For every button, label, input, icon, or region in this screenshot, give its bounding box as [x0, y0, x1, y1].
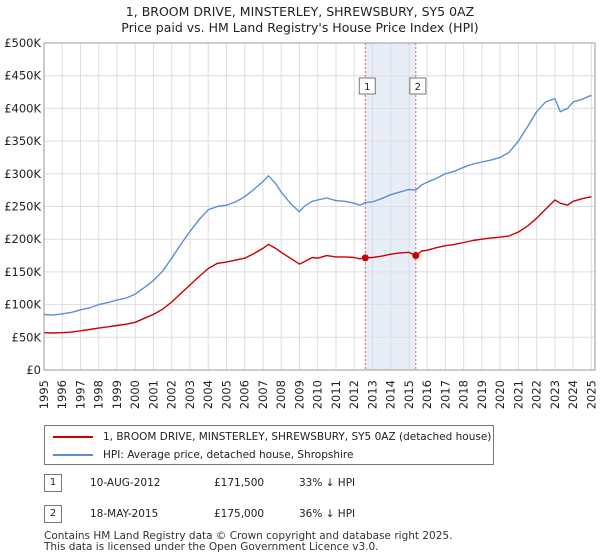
sale-hpi-delta: 33% ↓ HPI — [299, 477, 356, 489]
x-tick-label: 2025 — [584, 380, 598, 409]
x-tick-label: 2012 — [347, 380, 361, 409]
sale-badge — [409, 77, 427, 95]
x-tick-label: 2011 — [329, 380, 343, 409]
y-tick-label: £250K — [4, 200, 41, 214]
x-tick-label: 2005 — [219, 380, 233, 409]
x-tick-label: 2009 — [292, 380, 306, 409]
x-tick-label: 2024 — [566, 380, 580, 409]
x-tick-label: 2014 — [384, 380, 398, 409]
x-tick-label: 1997 — [73, 380, 87, 409]
x-tick-label: 2018 — [457, 380, 471, 409]
y-tick-label: £350K — [4, 134, 41, 148]
x-tick-label: 2001 — [146, 380, 160, 409]
y-tick-label: £0 — [26, 363, 41, 377]
x-tick-label: 2023 — [548, 380, 562, 409]
sale-date: 18-MAY-2015 — [90, 508, 159, 520]
series-line-hpi — [43, 94, 592, 316]
sale-badge-label: 2 — [415, 82, 421, 93]
series-line-property — [43, 196, 592, 334]
y-tick-label: £100K — [4, 298, 41, 312]
sale-point — [412, 252, 420, 260]
x-tick-label: 2003 — [183, 380, 197, 409]
y-tick-label: £300K — [4, 167, 41, 181]
y-tick-label: £200K — [4, 232, 41, 246]
x-tick-label: 2006 — [238, 380, 252, 409]
x-tick-label: 2008 — [274, 380, 288, 409]
y-tick-label: £450K — [4, 69, 41, 83]
legend-label-property: 1, BROOM DRIVE, MINSTERLEY, SHREWSBURY, … — [103, 431, 492, 443]
legend-swatch-blue — [53, 454, 93, 456]
x-tick-label: 2013 — [365, 380, 379, 409]
y-tick-label: £500K — [4, 36, 41, 50]
legend-label-hpi: HPI: Average price, detached house, Shro… — [103, 449, 354, 461]
chart-title-line1: 1, BROOM DRIVE, MINSTERLEY, SHREWSBURY, … — [125, 4, 475, 19]
x-tick-label: 2022 — [530, 380, 544, 409]
sale-date: 10-AUG-2012 — [90, 477, 161, 489]
legend: 1, BROOM DRIVE, MINSTERLEY, SHREWSBURY, … — [44, 425, 494, 465]
y-tick-label: £50K — [12, 330, 42, 344]
sale-point — [361, 254, 369, 262]
x-tick-label: 2015 — [402, 380, 416, 409]
x-tick-label: 1998 — [92, 380, 106, 409]
x-tick-label: 2000 — [128, 380, 142, 409]
y-tick-label: £150K — [4, 265, 41, 279]
sale-price: £171,500 — [214, 477, 265, 489]
footer-licence: This data is licensed under the Open Gov… — [44, 541, 379, 553]
sale-badge-label: 1 — [364, 82, 370, 93]
sale-hpi-delta: 36% ↓ HPI — [299, 508, 356, 520]
y-tick-label: £400K — [4, 101, 41, 115]
sale-badge — [358, 77, 376, 95]
x-tick-label: 1996 — [55, 380, 69, 409]
x-tick-label: 2002 — [165, 380, 179, 409]
x-tick-label: 2017 — [438, 380, 452, 409]
x-tick-label: 2016 — [420, 380, 434, 409]
x-tick-label: 2019 — [475, 380, 489, 409]
x-tick-label: 1999 — [110, 380, 124, 409]
plot-border — [43, 42, 596, 371]
footer: Contains HM Land Registry data © Crown c… — [44, 531, 452, 553]
x-tick-label: 1995 — [37, 380, 51, 409]
sale-number: 1 — [44, 474, 62, 492]
footer-copyright: Contains HM Land Registry data © Crown c… — [44, 530, 453, 542]
sale-price: £175,000 — [214, 508, 265, 520]
chart-title-line2: Price paid vs. HM Land Registry's House … — [121, 20, 479, 35]
x-tick-label: 2007 — [256, 380, 270, 409]
x-tick-label: 2004 — [201, 380, 215, 409]
legend-swatch-red — [53, 436, 93, 438]
x-tick-label: 2020 — [493, 380, 507, 409]
sale-number: 2 — [44, 505, 62, 523]
price-chart: £0 £50K £100K £150K £200K £250K £300K £350K £400… — [4, 36, 598, 409]
x-tick-label: 2010 — [311, 380, 325, 409]
x-tick-label: 2021 — [511, 380, 525, 409]
